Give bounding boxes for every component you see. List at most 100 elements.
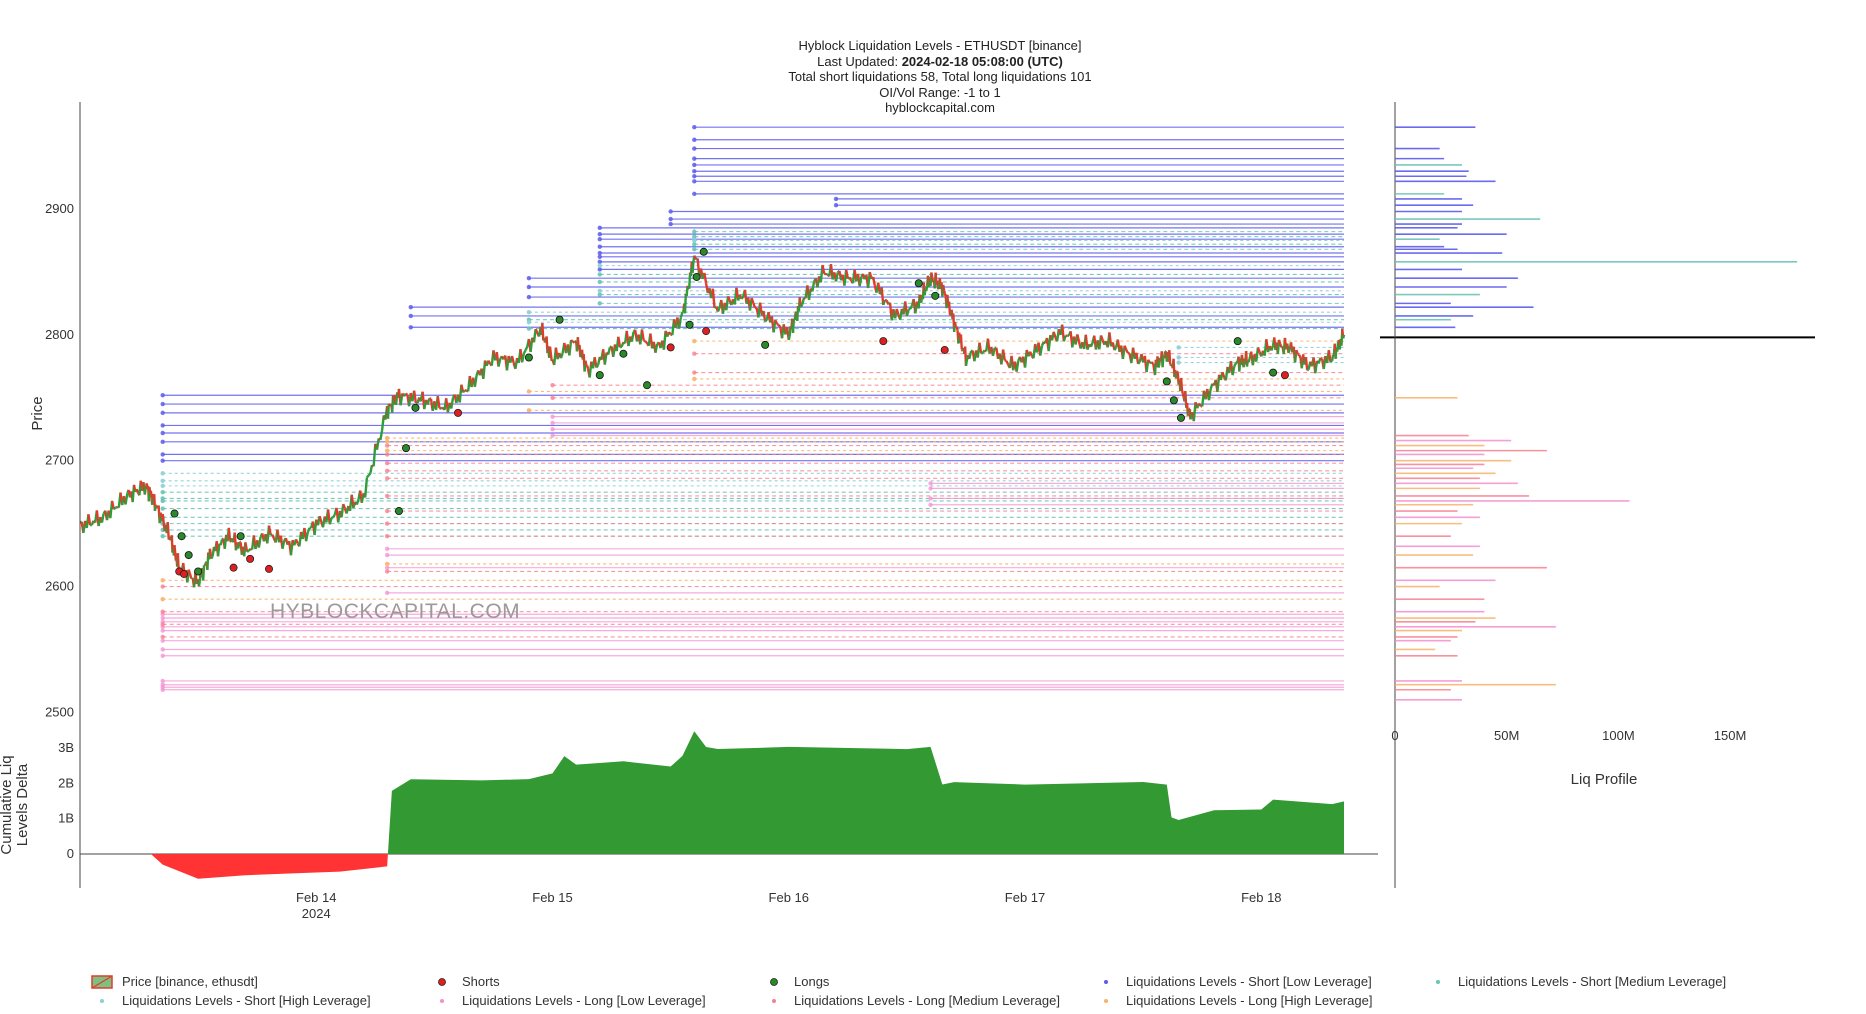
liq-level-start-short-low xyxy=(160,393,165,398)
chart-legend: Price [binance, ethusdt] Shorts Longs Liqui… xyxy=(91,974,1726,1008)
price-candle xyxy=(1127,351,1131,355)
time-tick-label: Feb 18 xyxy=(1241,890,1281,905)
price-candle xyxy=(1314,360,1319,374)
price-candle xyxy=(1015,360,1020,372)
long-marker xyxy=(402,444,411,453)
liq-level-start-long-low xyxy=(384,546,390,551)
liq-level-start-short-high xyxy=(1176,360,1181,365)
price-candle xyxy=(497,358,502,367)
long-marker xyxy=(170,509,179,518)
liq-level-start-short-medium xyxy=(160,498,165,504)
price-candle xyxy=(1207,388,1212,401)
price-candle xyxy=(387,403,391,406)
price-panel: 2500 2600 2700 2800 2900 Price HYBLOCKCAPITAL… xyxy=(29,102,1815,888)
price-candle xyxy=(942,284,946,291)
price-candle xyxy=(1076,334,1081,343)
price-candle xyxy=(568,339,573,356)
liq-level-start-short-high xyxy=(160,471,165,476)
liq-level-start-long-high xyxy=(384,439,390,445)
price-candle xyxy=(379,430,384,441)
liq-level-start-short-low xyxy=(668,209,673,214)
liq-level-start-long-medium xyxy=(384,508,390,514)
liq-level-start-short-medium xyxy=(692,247,697,252)
price-candle xyxy=(1089,342,1094,348)
liq-level-start-long-low xyxy=(160,615,165,621)
price-candle xyxy=(909,305,914,310)
liq-level-start-short-medium xyxy=(597,301,602,306)
price-candle xyxy=(880,287,885,306)
liq-level-start-short-low xyxy=(160,410,165,416)
price-candle xyxy=(1005,360,1010,366)
price-candle xyxy=(1277,339,1282,345)
liq-level-start-long-medium xyxy=(384,443,390,448)
price-candle xyxy=(267,525,272,536)
price-candle xyxy=(112,506,117,511)
price-candle xyxy=(394,401,398,406)
liq-profile-panel: 0 50M 100M 150M Liq Profile xyxy=(1391,102,1798,888)
long-marker xyxy=(643,381,652,390)
liq-level-start-long-medium xyxy=(550,382,555,388)
price-candle xyxy=(811,281,816,292)
liq-level-start-long-medium xyxy=(384,468,390,473)
price-candle xyxy=(630,331,635,342)
price-candle xyxy=(895,308,900,316)
liq-level-start-short-low xyxy=(692,174,697,179)
price-candle xyxy=(579,355,582,358)
price-candle xyxy=(834,272,839,282)
price-candle xyxy=(544,340,547,344)
time-tick-sublabel: 2024 xyxy=(302,906,331,921)
liq-level-start-short-medium xyxy=(692,229,697,234)
liq-level-start-long-medium xyxy=(384,569,390,574)
price-candle xyxy=(367,472,372,477)
price-candle xyxy=(271,534,276,540)
liq-level-start-short-low xyxy=(597,225,602,231)
liq-level-start-short-high xyxy=(526,309,532,315)
price-candle xyxy=(821,264,826,274)
short-marker xyxy=(179,569,188,578)
liq-level-start-long-low xyxy=(384,590,390,596)
price-candle xyxy=(436,395,441,409)
price-candle xyxy=(711,288,716,309)
price-candle xyxy=(1298,354,1302,358)
profile-axis-title: Liq Profile xyxy=(1571,771,1638,788)
liq-level-start-long-low xyxy=(928,481,933,486)
price-candle xyxy=(124,493,129,505)
liq-level-start-short-low xyxy=(692,137,697,142)
price-candle xyxy=(487,360,492,365)
price-candle xyxy=(942,289,947,294)
legend-label: Shorts xyxy=(462,974,500,989)
price-candle xyxy=(1052,331,1057,338)
long-marker xyxy=(619,349,628,358)
price-axis-title: Price xyxy=(29,396,46,430)
price-candle xyxy=(257,536,262,548)
price-candle xyxy=(750,297,755,304)
liq-level-start-long-low xyxy=(160,687,165,692)
price-candle xyxy=(1180,390,1184,394)
chart-title: Hyblock Liquidation Levels - ETHUSDT [bi… xyxy=(788,38,1091,115)
price-candle xyxy=(510,355,515,364)
liq-level-start-long-medium xyxy=(160,584,165,589)
profile-tick-label: 50M xyxy=(1494,728,1519,743)
legend-level-swatch xyxy=(772,999,776,1003)
long-marker xyxy=(411,403,420,412)
price-candle xyxy=(1221,371,1226,378)
liq-level-start-long-medium xyxy=(160,634,165,640)
price-axis: 2500 2600 2700 2800 2900 Price xyxy=(29,102,1815,888)
price-tick-label: 2600 xyxy=(45,579,74,594)
price-candle xyxy=(607,347,612,355)
legend-item-short-high: Liquidations Levels - Short [High Levera… xyxy=(100,993,371,1008)
short-marker xyxy=(702,327,711,336)
delta-tick-label: 2B xyxy=(58,775,74,790)
price-candle xyxy=(524,346,529,351)
delta-axis-title-line: Cumulative Liq xyxy=(0,755,15,854)
delta-tick-label: 1B xyxy=(58,811,74,826)
price-candle xyxy=(227,527,232,541)
liq-level-start-short-medium xyxy=(160,489,165,495)
legend-label: Price [binance, ethusdt] xyxy=(122,974,258,989)
liq-level-start-short-low xyxy=(526,294,532,300)
liq-level-start-short-low xyxy=(833,203,839,208)
price-candle xyxy=(135,488,140,494)
price-candle xyxy=(559,352,564,359)
title-line-1: Hyblock Liquidation Levels - ETHUSDT [bi… xyxy=(798,38,1081,53)
price-candle xyxy=(1150,361,1155,365)
